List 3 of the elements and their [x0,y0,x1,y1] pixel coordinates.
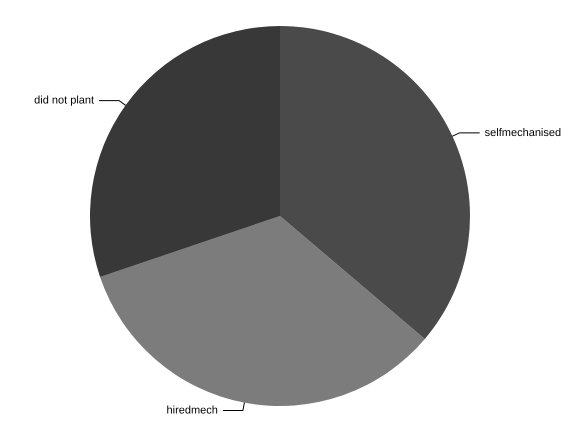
slice-label: hiredmech [166,404,218,416]
slice-label: did not plant [34,94,94,107]
slice-label: selfmechanised [484,126,562,139]
